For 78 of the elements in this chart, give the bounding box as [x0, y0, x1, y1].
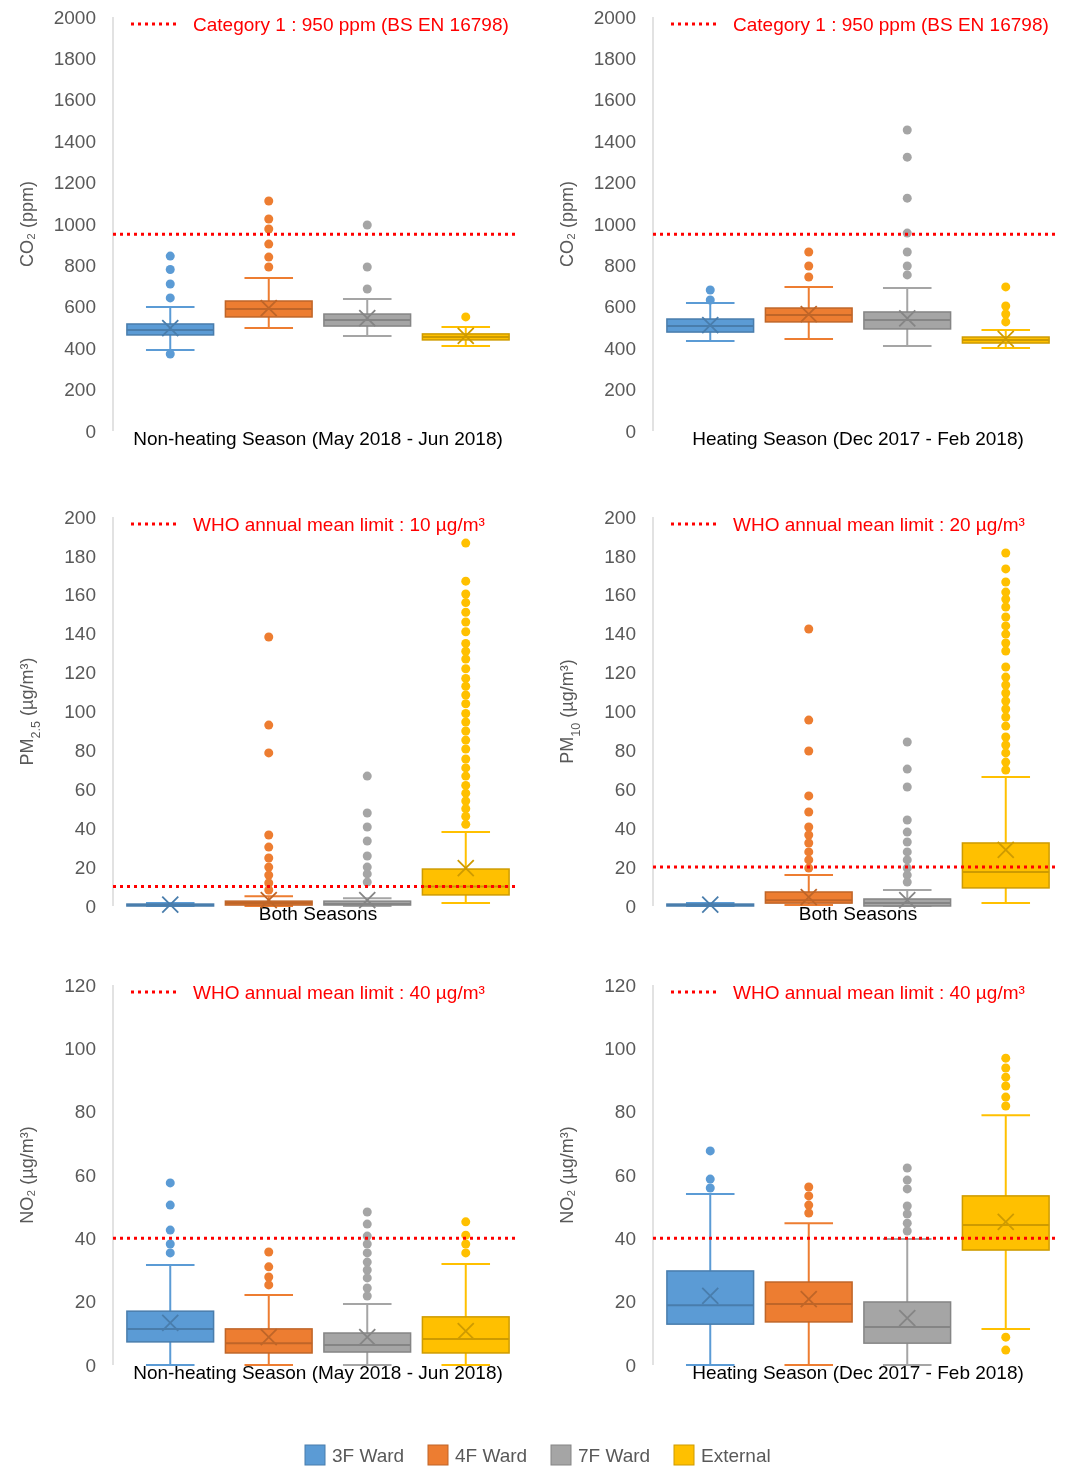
legend-label: WHO annual mean limit : 10 µg/m³	[193, 513, 485, 535]
y-tick-label: 400	[64, 337, 96, 359]
y-tick-label: 1400	[593, 130, 636, 152]
y-tick-label: 200	[604, 379, 636, 401]
legend-label: Category 1 : 950 ppm (BS EN 16798)	[733, 13, 1049, 35]
y-tick-label: 200	[604, 506, 636, 528]
y-tick-label: 20	[614, 856, 636, 878]
x-tick-label: Heating Season (Dec 2017 - Feb 2018)	[692, 428, 1024, 449]
y-tick-label: 800	[604, 255, 636, 277]
y-tick-label: 40	[74, 817, 96, 839]
y-tick-label: 60	[74, 1164, 96, 1186]
y-tick-label: 40	[614, 817, 636, 839]
y-tick-label: 140	[64, 623, 96, 645]
y-tick-label: 80	[614, 740, 636, 762]
y-tick-label: 40	[614, 1227, 636, 1249]
y-tick-label: 0	[85, 1354, 96, 1376]
y-tick-label: 40	[74, 1227, 96, 1249]
y-tick-label: 200	[64, 379, 96, 401]
y-tick-label: 80	[614, 1101, 636, 1123]
y-axis-title: CO₂ (ppm)	[557, 181, 577, 267]
x-tick-label: Heating Season (Dec 2017 - Feb 2018)	[692, 1362, 1024, 1383]
y-axis-title: CO₂ (ppm)	[17, 181, 37, 267]
y-tick-label: 100	[604, 1037, 636, 1059]
y-tick-label: 100	[604, 701, 636, 723]
legend-label: Category 1 : 950 ppm (BS EN 16798)	[193, 13, 509, 35]
y-tick-label: 120	[64, 662, 96, 684]
y-tick-label: 160	[604, 584, 636, 606]
y-tick-label: 120	[604, 974, 636, 996]
y-axis-title: NO₂ (µg/m³)	[17, 1126, 37, 1224]
y-tick-label: 200	[64, 506, 96, 528]
y-tick-label: 1600	[53, 89, 96, 111]
y-tick-label: 100	[64, 1037, 96, 1059]
legend-label: WHO annual mean limit : 40 µg/m³	[733, 981, 1025, 1003]
y-tick-label: 1000	[53, 213, 96, 235]
x-tick-label: Non-heating Season (May 2018 - Jun 2018)	[133, 428, 503, 449]
y-tick-label: 0	[85, 420, 96, 442]
y-tick-label: 1600	[593, 89, 636, 111]
y-tick-label: 0	[625, 1354, 636, 1376]
y-tick-label: 20	[74, 856, 96, 878]
y-tick-label: 60	[614, 778, 636, 800]
y-tick-label: 1800	[593, 48, 636, 70]
y-tick-label: 400	[604, 337, 636, 359]
y-axis-title: NO₂ (µg/m³)	[557, 1126, 577, 1224]
y-tick-label: 120	[64, 974, 96, 996]
legend-label: WHO annual mean limit : 40 µg/m³	[193, 981, 485, 1003]
y-tick-label: 140	[604, 623, 636, 645]
y-tick-label: 1200	[593, 172, 636, 194]
y-tick-label: 0	[625, 420, 636, 442]
x-tick-label: Non-heating Season (May 2018 - Jun 2018)	[133, 1362, 503, 1383]
y-tick-label: 20	[74, 1291, 96, 1313]
y-tick-label: 20	[614, 1291, 636, 1313]
y-tick-label: 600	[604, 296, 636, 318]
y-tick-label: 2000	[593, 6, 636, 28]
y-tick-label: 1800	[53, 48, 96, 70]
y-tick-label: 100	[64, 701, 96, 723]
y-tick-label: 1200	[53, 172, 96, 194]
y-tick-label: 60	[74, 778, 96, 800]
y-tick-label: 160	[64, 584, 96, 606]
legend-label: 7F Ward	[578, 1444, 651, 1466]
x-tick-label: Both Seasons	[258, 903, 378, 924]
y-tick-label: 120	[604, 662, 636, 684]
y-tick-label: 2000	[53, 6, 96, 28]
legend-label: 3F Ward	[332, 1444, 405, 1466]
y-tick-label: 0	[625, 895, 636, 917]
y-tick-label: 180	[604, 545, 636, 567]
legend-label: WHO annual mean limit : 20 µg/m³	[733, 513, 1025, 535]
y-tick-label: 800	[64, 255, 96, 277]
y-tick-label: 1000	[593, 213, 636, 235]
y-tick-label: 180	[64, 545, 96, 567]
legend-label: 4F Ward	[455, 1444, 528, 1466]
y-tick-label: 1400	[53, 130, 96, 152]
legend-label: External	[701, 1444, 771, 1466]
y-tick-label: 80	[74, 1101, 96, 1123]
y-tick-label: 600	[64, 296, 96, 318]
y-tick-label: 60	[614, 1164, 636, 1186]
y-tick-label: 80	[74, 740, 96, 762]
y-tick-label: 0	[85, 895, 96, 917]
x-tick-label: Both Seasons	[798, 903, 918, 924]
